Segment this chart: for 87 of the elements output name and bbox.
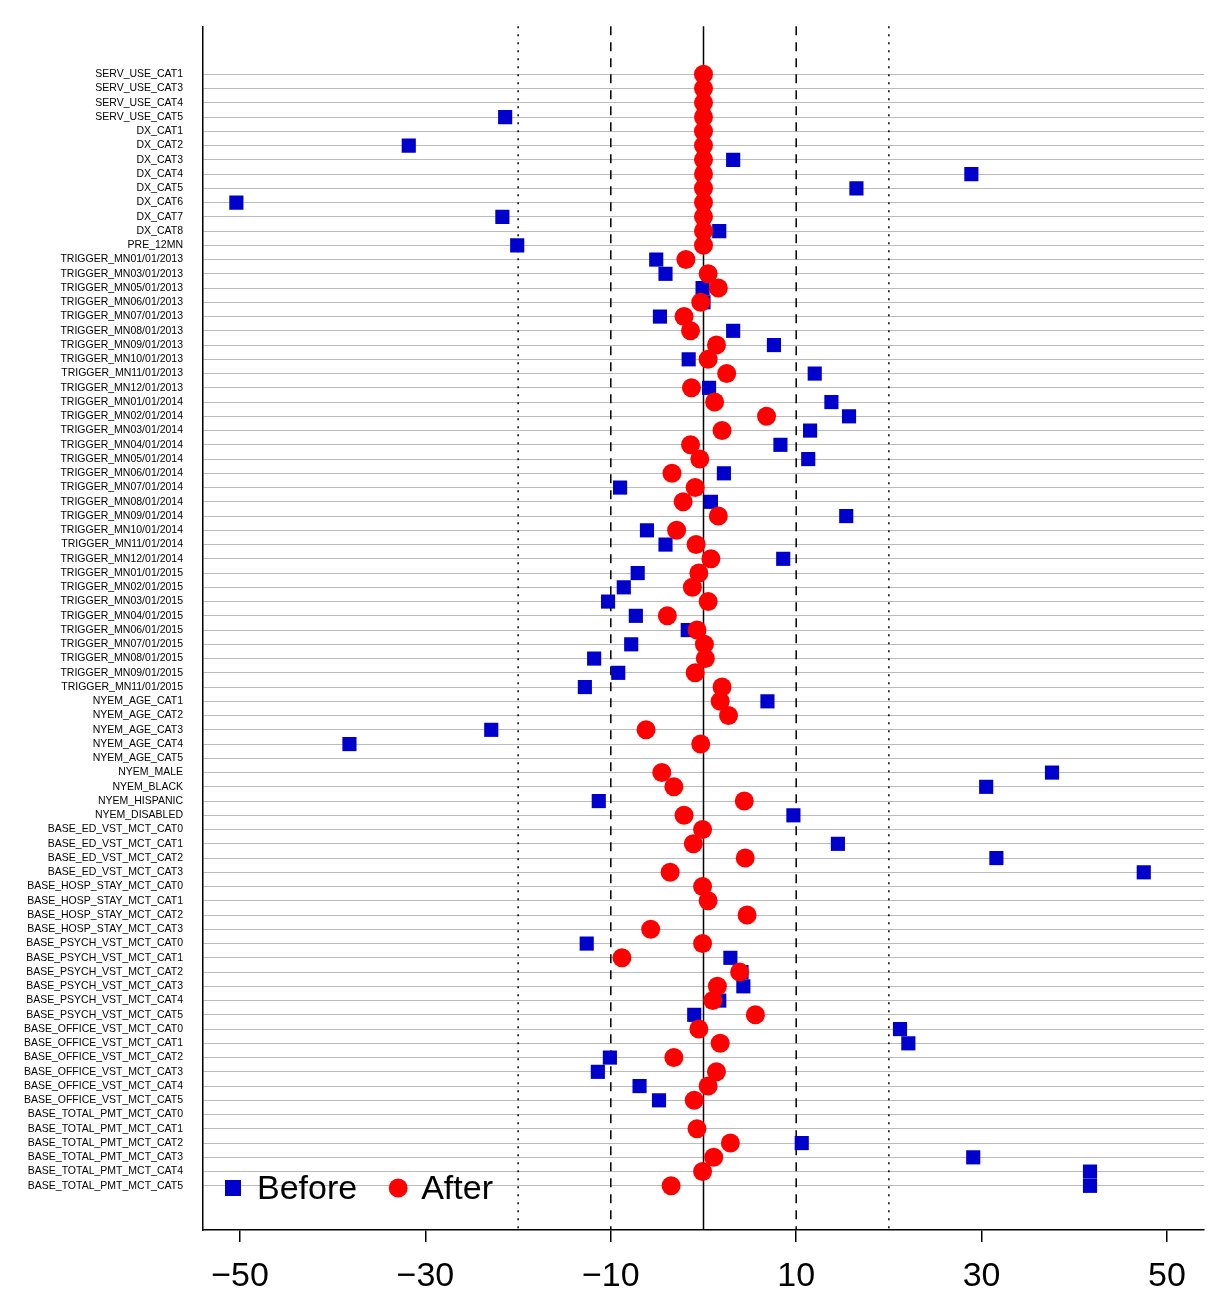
y-tick-label: BASE_PSYCH_VST_MCT_CAT5 [26,1007,184,1020]
y-tick-label: BASE_OFFICE_VST_MCT_CAT4 [23,1078,184,1091]
y-tick-label: DX_CAT4 [136,166,184,179]
y-tick-label: DX_CAT1 [136,124,184,137]
legend-label: After [421,1168,493,1207]
y-tick-label: NYEM_BLACK [112,779,183,792]
y-tick-label: DX_CAT7 [136,209,184,222]
y-tick-label: DX_CAT2 [136,138,184,151]
x-tick-label: −50 [211,1254,269,1293]
y-tick-label: TRIGGER_MN07/01/2015 [60,637,184,650]
y-tick-label: TRIGGER_MN03/01/2014 [60,423,184,436]
y-tick-label: SERV_USE_CAT1 [95,67,184,80]
y-tick-label: TRIGGER_MN10/01/2014 [60,523,184,536]
y-tick-label: TRIGGER_MN05/01/2013 [60,280,184,293]
y-tick-label: BASE_TOTAL_PMT_MCT_CAT2 [27,1135,184,1148]
y-tick-label: DX_CAT8 [136,223,184,236]
y-tick-label: NYEM_AGE_CAT4 [92,736,184,749]
y-tick-label: BASE_TOTAL_PMT_MCT_CAT4 [27,1164,184,1177]
y-tick-label: TRIGGER_MN11/01/2013 [61,366,184,379]
y-tick-label: SERV_USE_CAT3 [95,81,184,94]
y-tick-label: TRIGGER_MN08/01/2013 [60,323,184,336]
y-tick-label: TRIGGER_MN03/01/2013 [60,266,184,279]
y-tick-label: NYEM_AGE_CAT2 [92,708,184,721]
y-tick-label: BASE_TOTAL_PMT_MCT_CAT1 [27,1121,184,1134]
y-tick-label: BASE_HOSP_STAY_MCT_CAT2 [27,907,184,920]
y-tick-label: BASE_PSYCH_VST_MCT_CAT1 [26,950,184,963]
y-tick-label: TRIGGER_MN12/01/2014 [60,551,184,564]
y-tick-label: NYEM_AGE_CAT3 [92,722,184,735]
y-tick-label: BASE_OFFICE_VST_MCT_CAT5 [23,1093,184,1106]
y-tick-label: TRIGGER_MN04/01/2014 [60,437,184,450]
y-tick-label: TRIGGER_MN10/01/2013 [60,352,184,365]
y-tick-label: TRIGGER_MN02/01/2015 [60,580,184,593]
y-tick-label: BASE_HOSP_STAY_MCT_CAT0 [27,879,184,892]
y-tick-label: TRIGGER_MN11/01/2014 [61,537,184,550]
y-tick-label: TRIGGER_MN07/01/2013 [60,309,184,322]
y-tick-label: TRIGGER_MN09/01/2014 [60,508,184,521]
y-tick-label: TRIGGER_MN02/01/2014 [60,409,184,422]
y-tick-label: TRIGGER_MN01/01/2015 [60,565,184,578]
y-tick-label: BASE_OFFICE_VST_MCT_CAT2 [23,1050,184,1063]
x-tick-label: 50 [1148,1254,1186,1293]
y-tick-label: TRIGGER_MN01/01/2013 [60,252,184,265]
y-tick-label: DX_CAT6 [136,195,184,208]
y-tick-label: BASE_ED_VST_MCT_CAT2 [47,850,184,863]
y-tick-label: BASE_PSYCH_VST_MCT_CAT3 [26,979,184,992]
legend-label: Before [257,1168,358,1207]
y-tick-label: TRIGGER_MN12/01/2013 [60,380,184,393]
y-tick-label: DX_CAT3 [136,152,184,165]
y-tick-label: NYEM_HISPANIC [98,793,184,806]
y-tick-label: BASE_ED_VST_MCT_CAT0 [47,822,184,835]
y-tick-label: BASE_TOTAL_PMT_MCT_CAT0 [27,1107,184,1120]
y-tick-label: BASE_HOSP_STAY_MCT_CAT1 [27,893,184,906]
y-tick-label: TRIGGER_MN05/01/2014 [60,451,184,464]
y-tick-label: BASE_OFFICE_VST_MCT_CAT3 [23,1064,184,1077]
y-tick-label: BASE_OFFICE_VST_MCT_CAT1 [23,1036,184,1049]
y-tick-label: TRIGGER_MN07/01/2014 [60,480,184,493]
x-tick-label: 30 [962,1254,1001,1293]
y-tick-label: NYEM_MALE [118,765,183,778]
y-tick-label: BASE_PSYCH_VST_MCT_CAT4 [26,993,184,1006]
x-tick-label: −30 [396,1254,455,1293]
y-tick-label: BASE_PSYCH_VST_MCT_CAT2 [26,964,184,977]
y-tick-label: TRIGGER_MN04/01/2015 [60,608,184,621]
x-tick-label: 10 [777,1254,816,1293]
y-tick-label: BASE_OFFICE_VST_MCT_CAT0 [23,1021,184,1034]
y-tick-label: NYEM_DISABLED [94,808,184,821]
y-tick-label: BASE_TOTAL_PMT_MCT_CAT3 [27,1150,184,1163]
y-tick-label: BASE_HOSP_STAY_MCT_CAT3 [27,922,184,935]
y-tick-label: TRIGGER_MN06/01/2013 [60,295,184,308]
y-tick-label: TRIGGER_MN01/01/2014 [60,394,184,407]
y-tick-label: BASE_TOTAL_PMT_MCT_CAT5 [27,1178,184,1191]
y-tick-label: TRIGGER_MN09/01/2015 [60,665,184,678]
y-tick-label: NYEM_AGE_CAT5 [92,751,184,764]
y-tick-label: TRIGGER_MN08/01/2014 [60,494,184,507]
x-tick-label: −10 [581,1254,640,1293]
y-tick-label: SERV_USE_CAT4 [95,95,184,108]
y-tick-label: PRE_12MN [127,238,183,251]
y-tick-label: TRIGGER_MN06/01/2015 [60,622,184,635]
y-tick-label: BASE_PSYCH_VST_MCT_CAT0 [26,936,184,949]
y-tick-label: TRIGGER_MN08/01/2015 [60,651,184,664]
y-tick-label: TRIGGER_MN03/01/2015 [60,594,184,607]
y-tick-label: BASE_ED_VST_MCT_CAT1 [47,836,184,849]
y-tick-label: TRIGGER_MN09/01/2013 [60,337,184,350]
y-tick-label: BASE_ED_VST_MCT_CAT3 [47,865,184,878]
y-tick-label: TRIGGER_MN06/01/2014 [60,466,184,479]
y-tick-label: NYEM_AGE_CAT1 [92,694,184,707]
y-tick-label: SERV_USE_CAT5 [95,109,184,122]
y-tick-label: TRIGGER_MN11/01/2015 [61,679,184,692]
y-tick-label: DX_CAT5 [136,181,184,194]
